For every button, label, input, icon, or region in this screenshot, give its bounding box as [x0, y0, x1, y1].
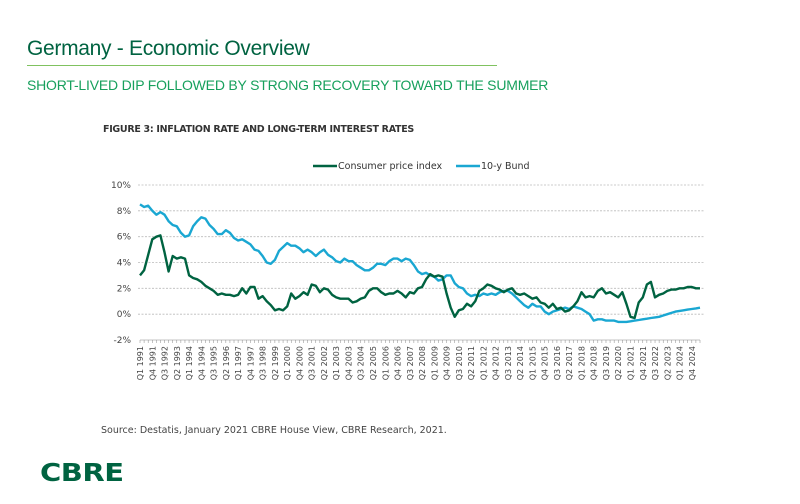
x-tick-label: Q4 1994 — [197, 346, 206, 380]
legend-label-cpi: Consumer price index — [338, 161, 442, 172]
x-tick-label: Q4 2018 — [590, 346, 599, 380]
x-tick-label: Q3 1995 — [210, 346, 219, 380]
x-tick-label: Q2 2020 — [614, 346, 623, 380]
x-tick-label: Q2 2008 — [418, 346, 427, 380]
x-tick-label: Q2 2014 — [516, 346, 525, 380]
x-tick-label: Q2 2023 — [663, 346, 672, 380]
x-tick-label: Q2 2002 — [320, 346, 329, 380]
y-tick-label: -2% — [113, 336, 131, 346]
series-lines — [139, 203, 701, 324]
x-tick-label: Q1 1994 — [185, 346, 194, 380]
x-tick-label: Q4 2000 — [295, 346, 304, 380]
y-tick-label: 10% — [111, 181, 131, 191]
x-tick-label: Q4 2021 — [639, 346, 648, 380]
x-tick-label: Q3 2004 — [357, 346, 366, 380]
cbre-logo: CBRE — [40, 458, 124, 487]
x-tick-label: Q3 2016 — [553, 346, 562, 380]
x-tick-label: Q1 2009 — [430, 346, 439, 380]
x-tick-label: Q1 2003 — [332, 346, 341, 380]
x-tick-label: Q1 1991 — [136, 346, 145, 380]
x-tick-label: Q2 2011 — [467, 346, 476, 380]
x-tick-label: Q1 1997 — [234, 346, 243, 380]
x-tick-label: Q4 1997 — [246, 346, 255, 380]
x-tick-label: Q1 2000 — [283, 346, 292, 380]
x-tick-label: Q1 2021 — [627, 346, 636, 380]
x-tick-label: Q4 2006 — [394, 346, 403, 380]
legend: Consumer price index 10-y Bund — [313, 161, 530, 172]
y-axis-ticks: -2% 0% 2% 4% 6% 8% 10% — [111, 181, 131, 346]
x-tick-label: Q2 1996 — [222, 346, 231, 380]
x-tick-label: Q3 2013 — [504, 346, 513, 380]
y-tick-label: 8% — [117, 207, 132, 217]
x-tick-label: Q3 1998 — [259, 346, 268, 380]
y-tick-label: 2% — [117, 284, 132, 294]
x-tick-label: Q1 2018 — [577, 346, 586, 380]
x-tick-label: Q1 2006 — [381, 346, 390, 380]
y-tick-label: 0% — [117, 310, 132, 320]
x-tick-label: Q4 2024 — [688, 346, 697, 380]
x-tick-label: Q3 2007 — [406, 346, 415, 380]
x-tick-label: Q4 2015 — [541, 346, 550, 380]
x-tick-label: Q4 2009 — [443, 346, 452, 380]
x-tick-label: Q1 2012 — [479, 346, 488, 380]
y-tick-label: 6% — [117, 233, 132, 243]
y-tick-label: 4% — [117, 259, 132, 269]
x-tick-label: Q4 1991 — [148, 346, 157, 380]
x-tick-label: Q2 2005 — [369, 346, 378, 380]
page-subtitle: SHORT-LIVED DIP FOLLOWED BY STRONG RECOV… — [27, 77, 549, 93]
x-tick-label: Q3 1992 — [161, 346, 170, 380]
x-tick-label: Q1 2024 — [676, 346, 685, 380]
x-tick-label: Q4 2012 — [492, 346, 501, 380]
series-line-cpi — [139, 234, 700, 320]
title-divider — [27, 65, 497, 66]
x-tick-label: Q3 2022 — [651, 346, 660, 380]
x-tick-label: Q3 2010 — [455, 346, 464, 380]
x-tick-label: Q4 2003 — [344, 346, 353, 380]
chart-title: FIGURE 3: INFLATION RATE AND LONG-TERM I… — [103, 124, 414, 135]
x-tick-label: Q2 1999 — [271, 346, 280, 380]
x-tick-label: Q2 1993 — [173, 346, 182, 380]
x-tick-label: Q1 2015 — [528, 346, 537, 380]
x-tick-label: Q2 2017 — [565, 346, 574, 380]
x-axis-ticks: Q1 1991 Q4 1991 Q3 1992 Q2 1993 Q1 1994 Q4 19… — [136, 339, 701, 380]
series-line-bund — [139, 203, 701, 324]
page-title: Germany - Economic Overview — [27, 37, 310, 60]
x-tick-label: Q3 2001 — [308, 346, 317, 380]
legend-label-bund: 10-y Bund — [481, 161, 530, 172]
source-note: Source: Destatis, January 2021 CBRE Hous… — [101, 425, 447, 436]
x-tick-label: Q3 2019 — [602, 346, 611, 380]
